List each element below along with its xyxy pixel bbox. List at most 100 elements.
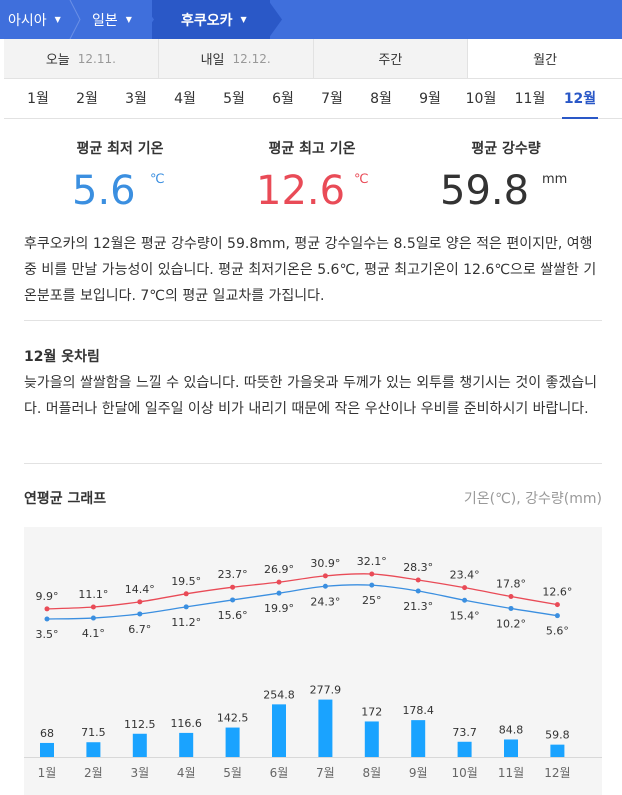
breadcrumb-separator-icon xyxy=(268,0,282,39)
annual-chart-svg: 9.9° 11.1° 14.4° 19.5° 23.7° 26.9° 30.9° 32.1° 2… xyxy=(24,555,602,780)
tab-tomorrow[interactable]: 내일 12.12. xyxy=(158,39,314,78)
rain-bar-label: 73.7 xyxy=(452,726,477,739)
min-temp-point xyxy=(322,583,328,589)
max-temp-label: 11.1° xyxy=(78,588,108,601)
month-tab[interactable]: 1월 xyxy=(27,91,49,107)
breadcrumb-asia[interactable]: 아시아 ▼ xyxy=(8,0,61,39)
month-tab-selected[interactable]: 12월 xyxy=(560,79,600,119)
month-tab[interactable]: 11월 xyxy=(514,91,546,107)
max-temp-line xyxy=(46,573,558,610)
month-tab[interactable]: 8월 xyxy=(370,91,392,107)
rain-bar-label: 68 xyxy=(40,727,54,740)
tab-label: 내일 xyxy=(200,53,225,68)
tab-label: 오늘 xyxy=(45,53,70,68)
rain-bar-label: 172 xyxy=(361,705,382,718)
min-temp-point xyxy=(44,616,50,622)
rain-bar-label: 59.8 xyxy=(545,729,570,742)
rain-bar xyxy=(364,721,379,757)
month-tab[interactable]: 4월 xyxy=(174,91,196,107)
tab-date: 12.11. xyxy=(77,51,116,66)
caret-down-icon: ▼ xyxy=(125,15,132,24)
month-tab[interactable]: 7월 xyxy=(321,91,343,107)
rain-bar-label: 112.5 xyxy=(124,718,156,731)
tab-label: 월간 xyxy=(533,53,558,68)
rain-bar xyxy=(550,744,565,757)
rain-bar xyxy=(225,727,240,757)
month-tab[interactable]: 5월 xyxy=(223,91,245,107)
x-tick-label: 11월 xyxy=(498,766,524,780)
max-temp-point xyxy=(415,577,421,583)
stat-value: 12.6 xyxy=(256,168,346,214)
tab-weekly[interactable]: 주간 xyxy=(313,39,469,78)
max-temp-point xyxy=(369,571,375,577)
min-temp-point xyxy=(90,615,96,621)
max-temp-label: 28.3° xyxy=(403,561,433,574)
max-temp-point xyxy=(554,602,560,608)
min-temp-point xyxy=(462,597,468,603)
min-temp-line xyxy=(46,584,558,620)
rain-bar xyxy=(318,699,333,757)
breadcrumb-separator-icon xyxy=(140,0,154,39)
max-temp-label: 30.9° xyxy=(310,557,340,570)
breadcrumb-label: 일본 xyxy=(92,12,118,29)
min-temp-point xyxy=(183,604,189,610)
tab-label: 주간 xyxy=(378,53,403,68)
rain-bar xyxy=(86,742,101,757)
max-temp-point xyxy=(137,599,143,605)
tab-monthly[interactable]: 월간 xyxy=(468,39,622,78)
max-temp-point xyxy=(462,585,468,591)
min-temp-point xyxy=(276,590,282,596)
min-temp-label: 3.5° xyxy=(36,628,59,641)
breadcrumb-label: 아시아 xyxy=(8,12,47,29)
min-temp-point xyxy=(369,582,375,588)
max-temp-point xyxy=(230,584,236,590)
x-tick-label: 5월 xyxy=(223,766,242,780)
max-temp-point xyxy=(90,604,96,610)
breadcrumb-japan[interactable]: 일본 ▼ xyxy=(92,0,132,39)
breadcrumb-separator-icon xyxy=(69,0,81,39)
rain-bar-label: 254.8 xyxy=(263,688,295,701)
stat-min-temp: 평균 최저 기온 5.6 ℃ xyxy=(20,138,220,214)
min-temp-point xyxy=(554,613,560,619)
month-tab[interactable]: 6월 xyxy=(272,91,294,107)
max-temp-point xyxy=(276,579,282,585)
min-temp-label: 10.2° xyxy=(496,617,526,630)
stat-precipitation: 평균 강수량 59.8 mm xyxy=(406,138,606,214)
stat-title: 평균 강수량 xyxy=(471,141,541,157)
rain-bar-label: 178.4 xyxy=(402,704,434,717)
breadcrumb-fukuoka[interactable]: 후쿠오카 ▼ xyxy=(181,0,247,39)
min-temp-label: 21.3° xyxy=(403,600,433,613)
month-tab[interactable]: 10월 xyxy=(465,91,497,107)
rain-bar xyxy=(272,704,286,757)
x-tick-label: 6월 xyxy=(270,766,289,780)
stat-unit: mm xyxy=(542,172,568,187)
tab-today[interactable]: 오늘 12.11. xyxy=(4,39,159,78)
graph-unit-label: 기온(℃), 강수량(mm) xyxy=(463,491,602,507)
x-tick-label: 8월 xyxy=(362,766,381,780)
rain-bar-label: 277.9 xyxy=(310,684,342,697)
max-temp-point xyxy=(44,606,50,612)
x-tick-label: 9월 xyxy=(409,766,428,780)
rain-bar-label: 84.8 xyxy=(499,723,524,736)
annual-chart: 9.9° 11.1° 14.4° 19.5° 23.7° 26.9° 30.9° 32.1° 2… xyxy=(24,527,602,795)
period-tabs: 오늘 12.11. 내일 12.12. 주간 월간 xyxy=(4,39,622,79)
month-tab[interactable]: 2월 xyxy=(76,91,98,107)
rain-bar xyxy=(457,741,472,757)
x-tick-label: 3월 xyxy=(130,766,149,780)
min-temp-label: 11.2° xyxy=(171,616,201,629)
max-temp-label: 32.1° xyxy=(357,555,387,568)
x-tick-label: 2월 xyxy=(84,766,103,780)
x-tick-label: 4월 xyxy=(177,766,196,780)
min-temp-label: 6.7° xyxy=(128,623,151,636)
x-tick-label: 1월 xyxy=(38,766,57,780)
month-tab[interactable]: 9월 xyxy=(419,91,441,107)
rain-bar xyxy=(40,742,54,757)
min-temp-label: 24.3° xyxy=(310,595,340,608)
min-temp-point xyxy=(230,597,236,603)
max-temp-label: 17.8° xyxy=(496,577,526,590)
min-temp-label: 4.1° xyxy=(82,627,105,640)
rain-bar-label: 142.5 xyxy=(217,712,249,725)
x-tick-label: 10월 xyxy=(451,766,477,780)
month-tab[interactable]: 3월 xyxy=(125,91,147,107)
min-temp-label: 5.6° xyxy=(546,625,569,638)
